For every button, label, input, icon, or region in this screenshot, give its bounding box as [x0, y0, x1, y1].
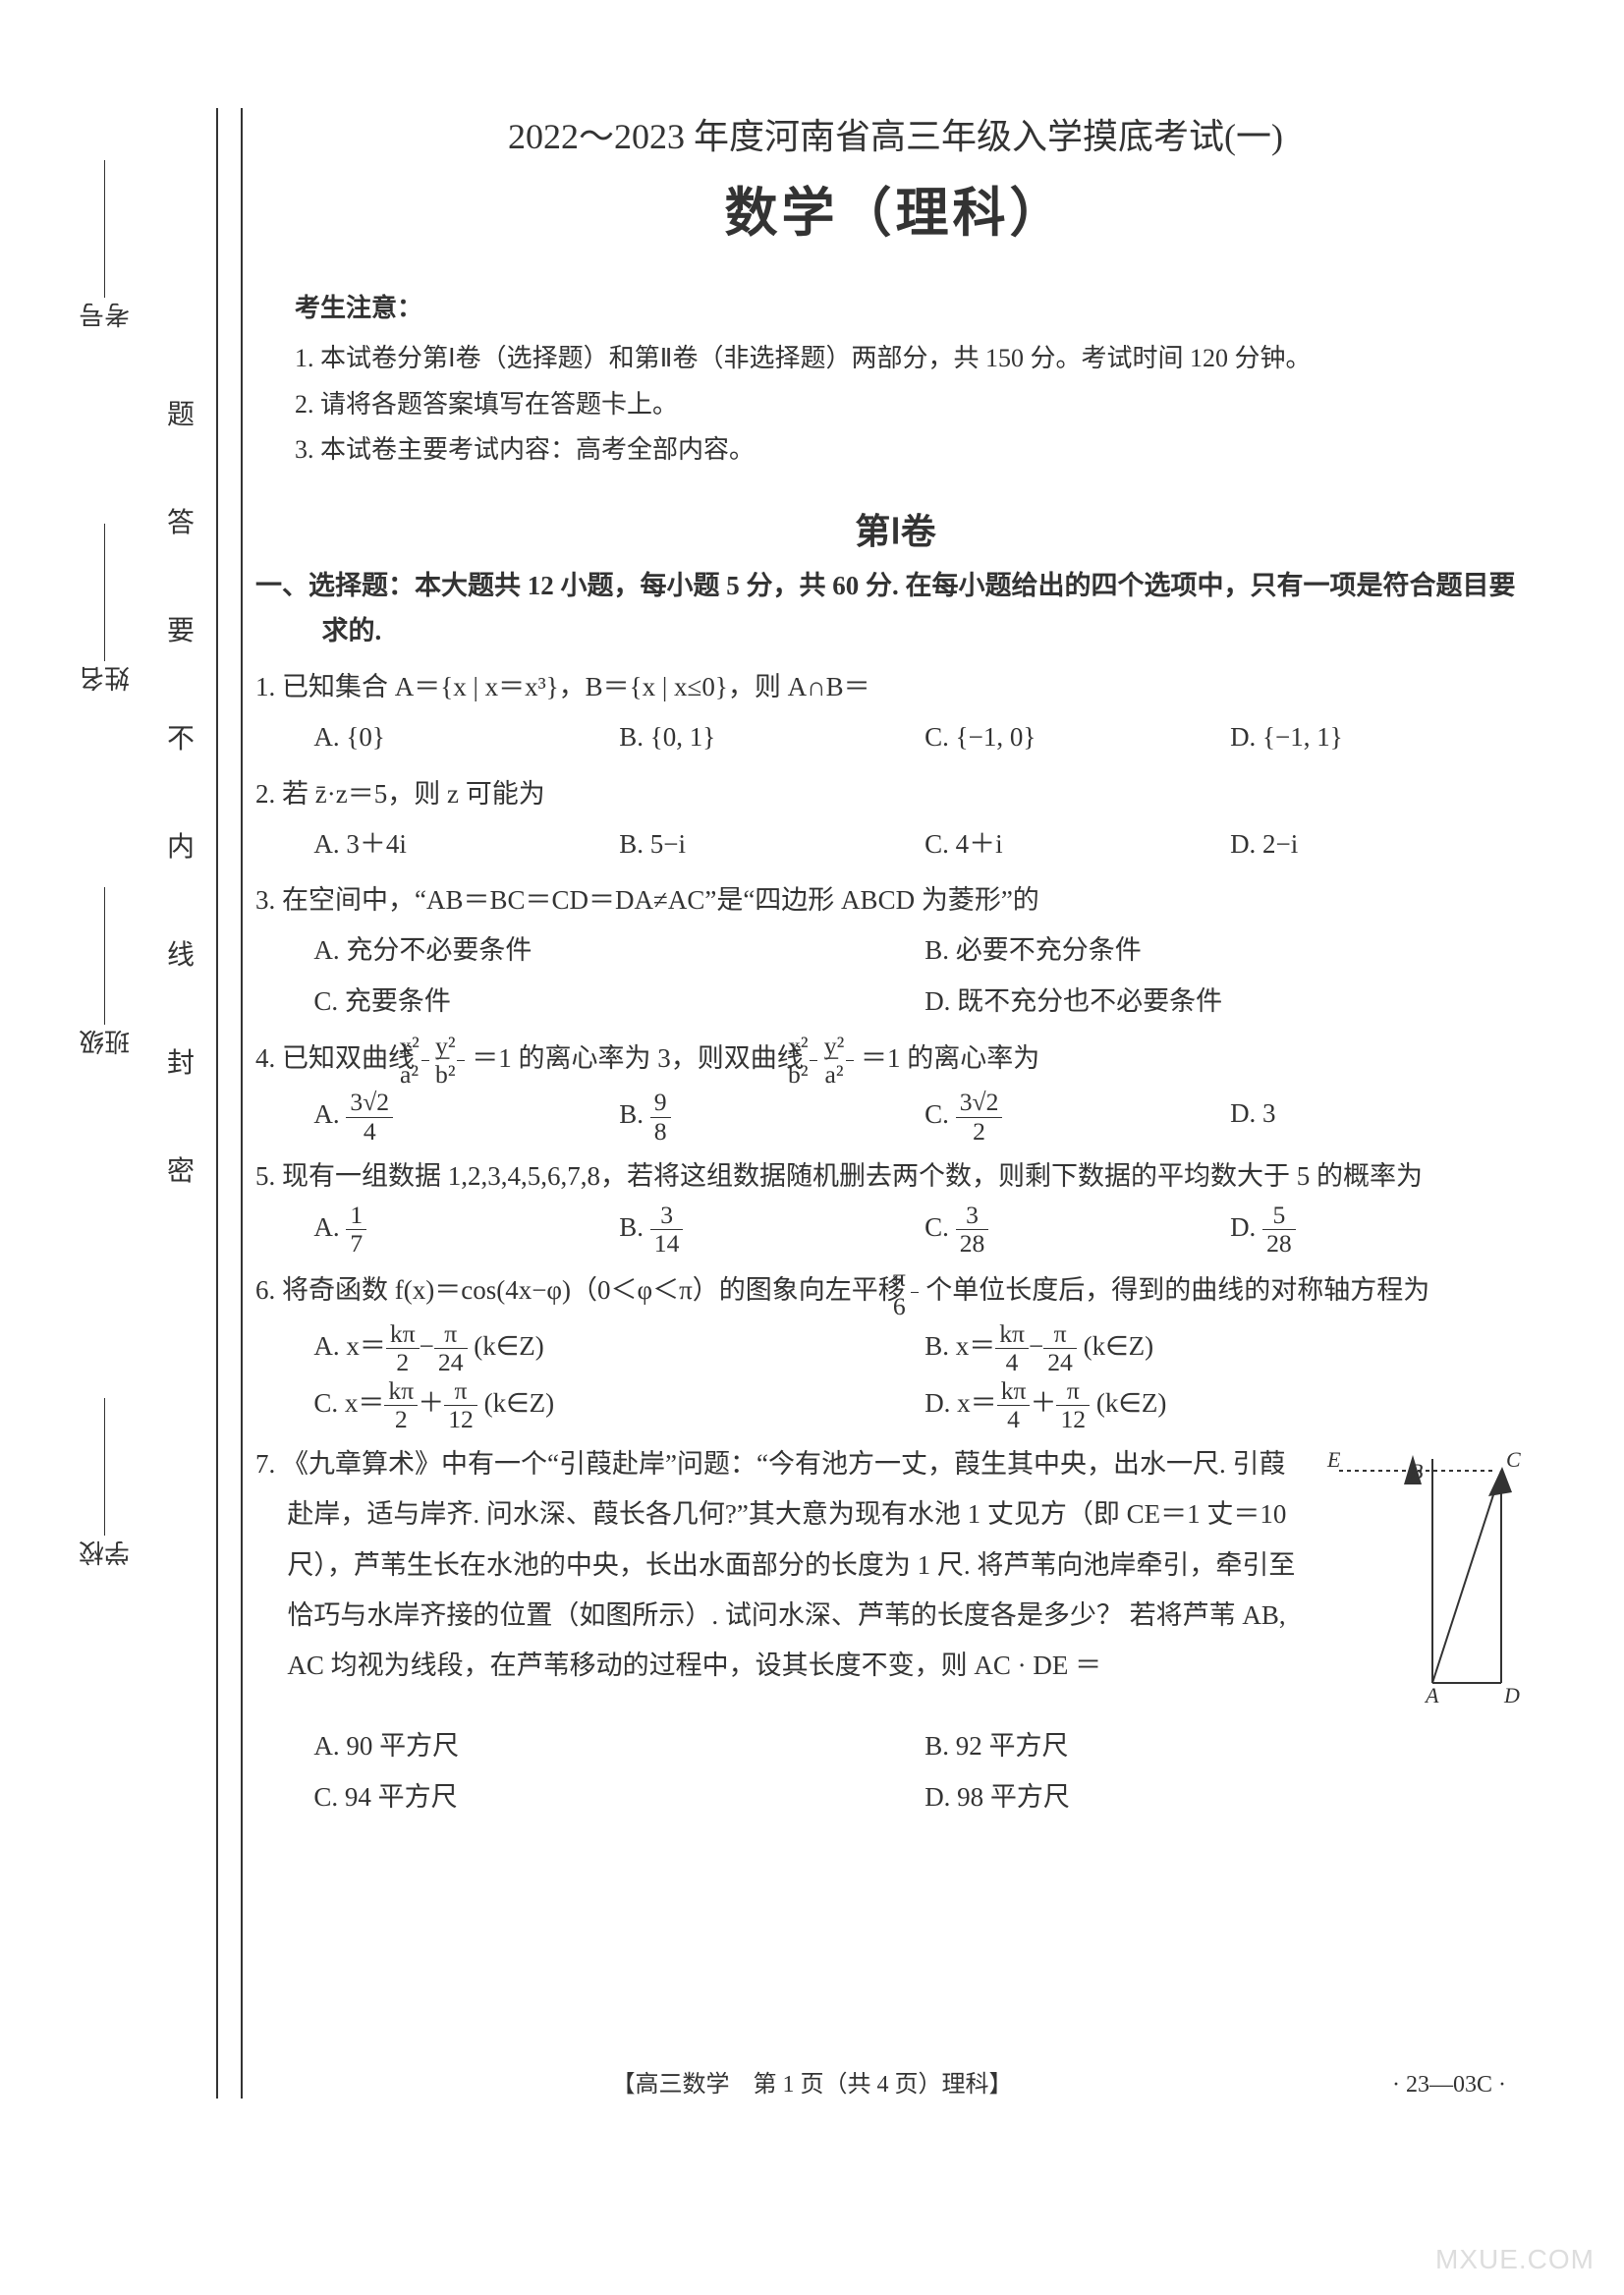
- q4-stem-post: 的离心率为: [907, 1043, 1039, 1073]
- q2-opt-a: A. 3＋4i: [313, 819, 619, 869]
- q4-frac2b: y²a²: [846, 1033, 854, 1089]
- side-field-label: 班级: [79, 1025, 130, 1061]
- q1-options: A. {0} B. {0, 1} C. {−1, 0} D. {−1, 1}: [255, 712, 1536, 762]
- q1-opt-d: D. {−1, 1}: [1230, 712, 1536, 762]
- q4-opt-a: A. 3√24: [313, 1089, 619, 1145]
- svg-text:C: C: [1506, 1449, 1521, 1472]
- q3-opt-c: C. 充要条件: [313, 977, 924, 1027]
- side-field-school: 学校: [79, 1356, 130, 1572]
- watermark: MXUE.COM: [1435, 2244, 1595, 2275]
- q6-opt-a: A. x＝kπ2−π24 (k∈Z): [313, 1320, 924, 1376]
- seal-char: 封: [167, 1041, 195, 1081]
- candidate-notice: 考生注意： 1. 本试卷分第Ⅰ卷（选择题）和第Ⅱ卷（非选择题）两部分，共 150…: [295, 286, 1516, 474]
- question-5: 5. 现有一组数据 1,2,3,4,5,6,7,8，若将这组数据随机删去两个数，…: [255, 1151, 1536, 1259]
- seal-char: 内: [167, 825, 195, 865]
- q1-opt-a: A. {0}: [313, 712, 619, 762]
- q4-frac1b: y²b²: [457, 1033, 465, 1089]
- side-field-name: 姓名: [79, 481, 130, 698]
- seal-char: 不: [167, 717, 195, 756]
- q6-options: A. x＝kπ2−π24 (k∈Z) B. x＝kπ4−π24 (k∈Z) C.…: [255, 1320, 1536, 1433]
- q7-opt-c: C. 94 平方尺: [313, 1772, 924, 1822]
- q4-stem-mid: 的离心率为 3，则双曲线: [518, 1043, 810, 1073]
- q5-options: A. 17 B. 314 C. 328 D. 528: [255, 1202, 1536, 1258]
- q6-shift-frac: π6: [911, 1264, 919, 1320]
- reed-diagram-icon: E B C A D: [1319, 1449, 1536, 1705]
- q4-frac1a: x²a²: [421, 1033, 429, 1089]
- q7-stem: 7. 《九章算术》中有一个“引葭赴岸”问题：“今有池方一丈，葭生其中央，出水一尺…: [255, 1439, 1300, 1691]
- q4-stem-pre: 4. 已知双曲线: [255, 1043, 421, 1073]
- seal-char: 线: [167, 933, 195, 973]
- exam-title-line1: 2022～2023 年度河南省高三年级入学摸底考试(一): [255, 108, 1536, 159]
- question-3: 3. 在空间中，“AB＝BC＝CD＝DA≠AC”是“四边形 ABCD 为菱形”的…: [255, 875, 1536, 1027]
- svg-text:A: A: [1424, 1683, 1439, 1705]
- q5-opt-c: C. 328: [924, 1202, 1230, 1258]
- q2-options: A. 3＋4i B. 5−i C. 4＋i D. 2−i: [255, 819, 1536, 869]
- q5-opt-b: B. 314: [619, 1202, 924, 1258]
- notice-item: 3. 本试卷主要考试内容：高考全部内容。: [295, 427, 1516, 474]
- binding-margin: 考号 姓名 班级 学校 题 答 要 不 内 线 封 密: [59, 108, 236, 2099]
- question-7: 7. 《九章算术》中有一个“引葭赴岸”问题：“今有池方一丈，葭生其中央，出水一尺…: [255, 1439, 1536, 1822]
- q4-opt-b: B. 98: [619, 1089, 924, 1145]
- q6-opt-d: D. x＝kπ4＋π12 (k∈Z): [924, 1377, 1536, 1433]
- q2-stem: 2. 若 z̄·z＝5，则 z 可能为: [255, 769, 1536, 819]
- q5-opt-d: D. 528: [1230, 1202, 1536, 1258]
- q2-opt-c: C. 4＋i: [924, 819, 1230, 869]
- q6-opt-b: B. x＝kπ4−π24 (k∈Z): [924, 1320, 1536, 1376]
- section-title: 第Ⅰ卷: [255, 503, 1536, 554]
- section-instructions: 一、选择题：本大题共 12 小题，每小题 5 分，共 60 分. 在每小题给出的…: [255, 564, 1536, 654]
- question-4: 4. 已知双曲线 x²a² − y²b² ＝1 的离心率为 3，则双曲线 x²b…: [255, 1033, 1536, 1146]
- q1-stem: 1. 已知集合 A＝{x | x＝x³}，B＝{x | x≤0}，则 A∩B＝: [255, 662, 1536, 712]
- q4-frac2a: x²b²: [810, 1033, 817, 1089]
- svg-text:E: E: [1326, 1449, 1341, 1472]
- question-2: 2. 若 z̄·z＝5，则 z 可能为 A. 3＋4i B. 5−i C. 4＋…: [255, 769, 1536, 870]
- q3-opt-d: D. 既不充分也不必要条件: [924, 977, 1536, 1027]
- seal-char: 题: [167, 393, 195, 432]
- page-footer-code: · 23—03C ·: [1392, 2072, 1506, 2099]
- q3-opt-a: A. 充分不必要条件: [313, 925, 924, 976]
- side-field-examid: 考号: [79, 118, 130, 334]
- q7-opt-b: B. 92 平方尺: [924, 1721, 1536, 1771]
- seal-char: 密: [167, 1149, 195, 1189]
- notice-item: 1. 本试卷分第Ⅰ卷（选择题）和第Ⅱ卷（非选择题）两部分，共 150 分。考试时…: [295, 336, 1516, 382]
- q5-stem: 5. 现有一组数据 1,2,3,4,5,6,7,8，若将这组数据随机删去两个数，…: [255, 1151, 1536, 1202]
- side-field-label: 考号: [79, 298, 130, 334]
- notice-heading: 考生注意：: [295, 286, 1516, 332]
- q4-options: A. 3√24 B. 98 C. 3√22 D. 3: [255, 1089, 1536, 1145]
- svg-text:B: B: [1410, 1459, 1423, 1483]
- side-field-label: 学校: [79, 1536, 130, 1572]
- q7-opt-a: A. 90 平方尺: [313, 1721, 924, 1771]
- exam-title-line2: 数学（理科）: [255, 169, 1536, 247]
- q2-opt-b: B. 5−i: [619, 819, 924, 869]
- question-6: 6. 将奇函数 f(x)＝cos(4x−φ)（0＜φ＜π）的图象向左平移 π6 …: [255, 1264, 1536, 1433]
- q1-opt-c: C. {−1, 0}: [924, 712, 1230, 762]
- side-field-class: 班级: [79, 845, 130, 1061]
- q4-opt-c: C. 3√22: [924, 1089, 1230, 1145]
- q3-stem: 3. 在空间中，“AB＝BC＝CD＝DA≠AC”是“四边形 ABCD 为菱形”的: [255, 875, 1536, 925]
- q6-stem: 6. 将奇函数 f(x)＝cos(4x−φ)（0＜φ＜π）的图象向左平移 π6 …: [255, 1264, 1536, 1320]
- q4-opt-d: D. 3: [1230, 1089, 1536, 1145]
- side-field-label: 姓名: [79, 661, 130, 698]
- page-footer-center: 【高三数学 第 1 页（共 4 页）理科】: [0, 2064, 1624, 2099]
- q3-options: A. 充分不必要条件 B. 必要不充分条件 C. 充要条件 D. 既不充分也不必…: [255, 925, 1536, 1027]
- question-1: 1. 已知集合 A＝{x | x＝x³}，B＝{x | x≤0}，则 A∩B＝ …: [255, 662, 1536, 763]
- seal-char: 答: [167, 501, 195, 540]
- q5-opt-a: A. 17: [313, 1202, 619, 1258]
- q7-figure: E B C A D: [1319, 1449, 1536, 1721]
- q7-opt-d: D. 98 平方尺: [924, 1772, 1536, 1822]
- q4-stem: 4. 已知双曲线 x²a² − y²b² ＝1 的离心率为 3，则双曲线 x²b…: [255, 1033, 1536, 1089]
- q7-options: A. 90 平方尺 B. 92 平方尺 C. 94 平方尺 D. 98 平方尺: [255, 1721, 1536, 1822]
- q1-opt-b: B. {0, 1}: [619, 712, 924, 762]
- margin-rule-2: [241, 108, 243, 2099]
- q3-opt-b: B. 必要不充分条件: [924, 925, 1536, 976]
- q2-opt-d: D. 2−i: [1230, 819, 1536, 869]
- exam-page: 考号 姓名 班级 学校 题 答 要 不 内 线 封 密 2022～2023 年度…: [0, 0, 1624, 2295]
- svg-text:D: D: [1503, 1683, 1520, 1705]
- exam-header: 2022～2023 年度河南省高三年级入学摸底考试(一) 数学（理科）: [255, 108, 1536, 247]
- notice-item: 2. 请将各题答案填写在答题卡上。: [295, 382, 1516, 428]
- seal-char: 要: [167, 609, 195, 648]
- q6-opt-c: C. x＝kπ2＋π12 (k∈Z): [313, 1377, 924, 1433]
